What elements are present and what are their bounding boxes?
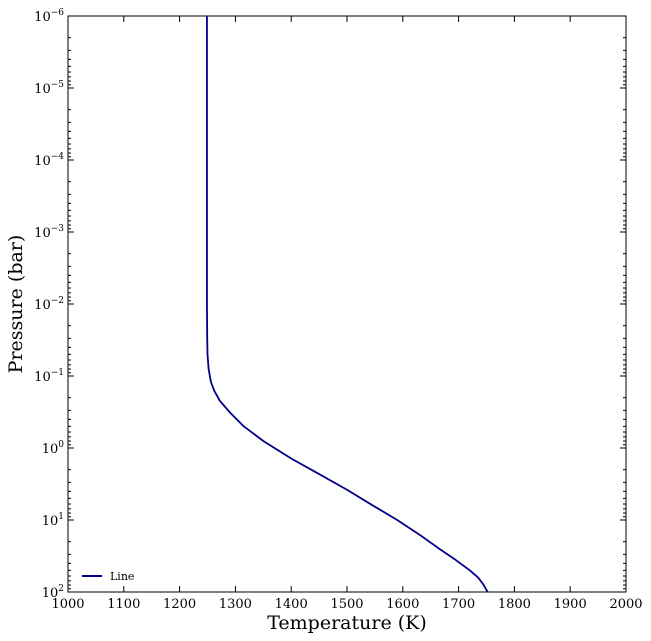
y-tick-label: 101 [42, 512, 64, 529]
x-tick-label: 1600 [386, 597, 419, 612]
series-layer [206, 16, 489, 593]
x-tick-label: 1100 [107, 597, 140, 612]
x-tick-label: 1300 [219, 597, 252, 612]
x-axis: 1000 1100 1200 1300 1400 1500 1600 1700 1800 1900… [51, 16, 643, 612]
y-tick-label: 100 [42, 440, 65, 457]
y-axis-label: Pressure (bar) [5, 235, 27, 374]
x-tick-label: 1000 [51, 597, 84, 612]
x-axis-label: Temperature (K) [267, 612, 427, 634]
x-tick-label: 2000 [609, 597, 642, 612]
x-tick-label: 1900 [554, 597, 587, 612]
y-tick-label: 10−3 [34, 224, 64, 241]
x-tick-label: 1500 [330, 597, 363, 612]
legend-label: Line [110, 570, 134, 583]
legend: Line [82, 570, 134, 583]
y-tick-label: 10−6 [34, 8, 64, 25]
x-tick-label: 1800 [498, 597, 531, 612]
y-tick-label: 10−2 [34, 296, 64, 313]
y-tick-label: 10−5 [34, 80, 64, 97]
y-tick-label: 102 [42, 584, 64, 601]
y-tick-label: 10−4 [34, 152, 64, 169]
y-axis: 10−6 10−5 10−4 10−3 10−2 10−1 100 101 102 [34, 8, 626, 601]
x-tick-label: 1400 [275, 597, 308, 612]
x-tick-label: 1700 [442, 597, 475, 612]
series-line-0 [206, 16, 489, 593]
plot-frame [67, 15, 627, 593]
y-tick-label: 10−1 [34, 368, 64, 385]
x-tick-label: 1200 [163, 597, 196, 612]
